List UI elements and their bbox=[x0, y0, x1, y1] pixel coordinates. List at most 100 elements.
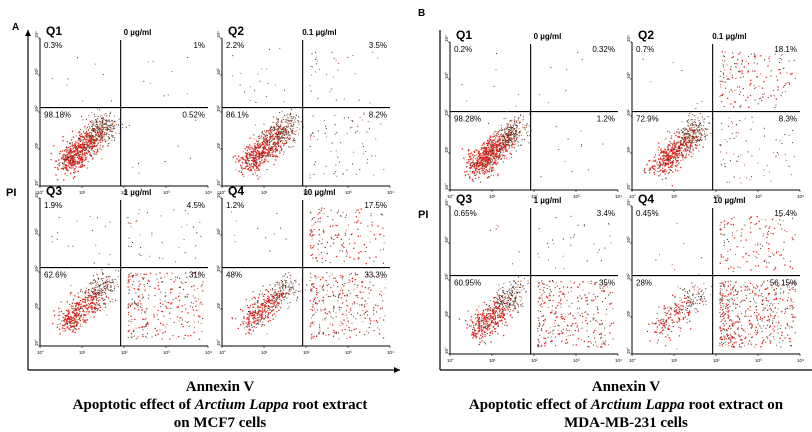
scatter-point bbox=[268, 144, 270, 146]
scatter-point bbox=[284, 293, 286, 295]
scatter-point bbox=[242, 321, 244, 323]
scatter-point bbox=[195, 119, 197, 121]
scatter-point bbox=[73, 160, 75, 162]
scatter-point bbox=[248, 157, 250, 159]
scatter-point bbox=[530, 129, 532, 131]
scatter-point bbox=[259, 310, 261, 312]
x-tick-label: 10⁴ bbox=[797, 194, 804, 199]
scatter-point bbox=[503, 138, 505, 140]
scatter-point bbox=[282, 142, 284, 144]
scatter-point bbox=[130, 315, 132, 317]
scatter-point bbox=[79, 140, 82, 142]
scatter-point bbox=[102, 126, 103, 128]
scatter-point bbox=[338, 297, 339, 298]
scatter-point bbox=[93, 302, 95, 304]
scatter-point bbox=[163, 315, 165, 317]
scatter-point bbox=[257, 300, 259, 302]
scatter-point bbox=[95, 304, 97, 306]
scatter-point bbox=[490, 138, 492, 141]
scatter-point bbox=[98, 253, 100, 255]
quadrant-plot-label: Q2 bbox=[228, 24, 244, 38]
scatter-point bbox=[345, 214, 347, 216]
scatter-point bbox=[71, 158, 74, 160]
scatter-point bbox=[485, 163, 487, 165]
scatter-point bbox=[253, 316, 255, 318]
scatter-point bbox=[72, 148, 74, 150]
scatter-point bbox=[298, 123, 300, 125]
scatter-point bbox=[59, 323, 61, 325]
scatter-point bbox=[340, 297, 342, 299]
scatter-point bbox=[285, 284, 287, 286]
scatter-point bbox=[315, 302, 317, 305]
scatter-point bbox=[477, 152, 480, 155]
scatter-point bbox=[498, 144, 500, 146]
scatter-point bbox=[471, 165, 473, 167]
scatter-point bbox=[78, 158, 80, 160]
scatter-point bbox=[82, 100, 84, 102]
scatter-point bbox=[365, 263, 367, 265]
scatter-point bbox=[482, 161, 484, 163]
scatter-point bbox=[262, 147, 264, 149]
scatter-point bbox=[502, 147, 504, 149]
scatter-point bbox=[113, 282, 115, 284]
scatter-point bbox=[521, 134, 523, 136]
scatter-point bbox=[660, 159, 662, 161]
scatter-point bbox=[99, 290, 101, 292]
scatter-point bbox=[688, 141, 690, 143]
scatter-point bbox=[81, 156, 83, 158]
scatter-point bbox=[78, 131, 81, 133]
scatter-point bbox=[277, 129, 279, 131]
scatter-point bbox=[285, 287, 286, 289]
scatter-point bbox=[258, 156, 260, 158]
scatter-point bbox=[270, 146, 272, 148]
scatter-point bbox=[292, 140, 294, 142]
scatter-point bbox=[699, 139, 701, 141]
scatter-point bbox=[671, 135, 673, 137]
scatter-point bbox=[71, 320, 73, 323]
scatter-point bbox=[107, 281, 109, 283]
scatter-point bbox=[513, 134, 515, 136]
scatter-point bbox=[486, 159, 489, 161]
scatter-point bbox=[76, 153, 78, 155]
scatter-point bbox=[258, 167, 259, 169]
scatter-point bbox=[313, 234, 315, 236]
scatter-point bbox=[110, 286, 112, 288]
scatter-point bbox=[102, 121, 104, 123]
scatter-point bbox=[272, 137, 274, 139]
scatter-point bbox=[133, 335, 135, 337]
scatter-point bbox=[278, 121, 280, 123]
condition-label: 0 µg/ml bbox=[124, 28, 152, 37]
scatter-point bbox=[78, 156, 80, 158]
scatter-point bbox=[137, 273, 139, 275]
scatter-point bbox=[93, 303, 96, 305]
scatter-point bbox=[80, 133, 82, 135]
scatter-point bbox=[317, 218, 319, 220]
scatter-point bbox=[55, 160, 58, 162]
scatter-point bbox=[262, 150, 264, 152]
scatter-point bbox=[191, 286, 193, 288]
scatter-point bbox=[91, 128, 93, 130]
scatter-point bbox=[288, 131, 290, 133]
scatter-point bbox=[519, 121, 520, 123]
scatter-point bbox=[286, 131, 287, 133]
scatter-point bbox=[262, 304, 264, 307]
percent-lower-left: 62.6% bbox=[44, 271, 67, 280]
scatter-point bbox=[344, 283, 346, 284]
scatter-point bbox=[280, 137, 281, 139]
scatter-point bbox=[505, 127, 507, 129]
scatter-point bbox=[652, 165, 654, 167]
scatter-point bbox=[262, 285, 264, 287]
scatter-point bbox=[67, 318, 69, 320]
scatter-point bbox=[276, 293, 278, 295]
scatter-point bbox=[157, 309, 159, 312]
scatter-point bbox=[382, 337, 385, 339]
scatter-point bbox=[522, 119, 524, 121]
scatter-point bbox=[69, 321, 72, 323]
scatter-point bbox=[272, 306, 273, 308]
scatter-point bbox=[159, 299, 161, 300]
scatter-point bbox=[258, 169, 260, 171]
scatter-point bbox=[154, 287, 156, 289]
scatter-point bbox=[334, 133, 336, 135]
y-tick-label: 10³ bbox=[626, 72, 631, 79]
scatter-point bbox=[78, 151, 80, 153]
